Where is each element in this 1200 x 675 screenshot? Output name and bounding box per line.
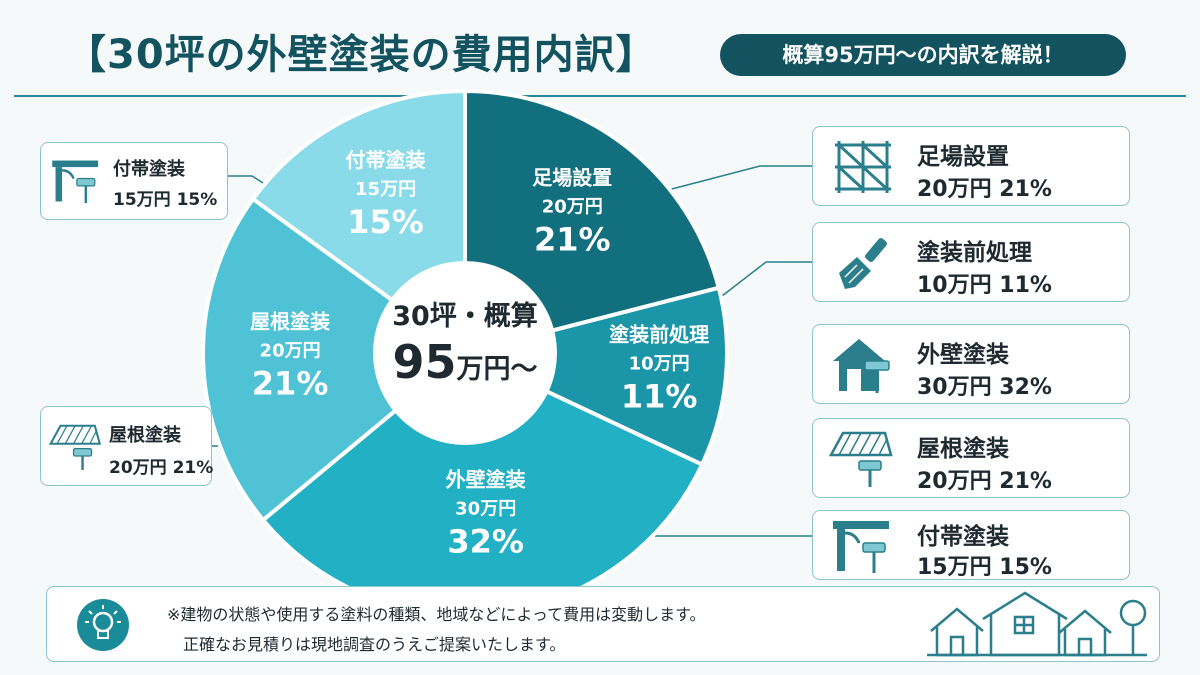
brush-icon	[839, 238, 887, 289]
card-prep: 塗装前処理 10万円 11%	[812, 222, 1130, 302]
slice-0-name-label: 足場設置	[532, 166, 612, 190]
slice-1-percent-label: 11%	[621, 377, 698, 415]
slice-0-amount-label: 20万円	[542, 197, 603, 218]
note-line-1: ※建物の状態や使用する塗料の種類、地域などによって費用は変動します。	[167, 605, 706, 624]
card-prep-name: 塗装前処理	[917, 240, 1032, 266]
card-futai-value: 15万円 15%	[917, 555, 1052, 580]
card-prep-value: 10万円 11%	[917, 273, 1052, 298]
pie-center-hole	[373, 261, 557, 445]
lightbulb-icon	[77, 599, 129, 651]
card-futai: 付帯塗装 15万円 15%	[812, 510, 1130, 580]
card-left-futai-name: 付帯塗装	[113, 159, 185, 180]
center-amount: 95万円～	[392, 335, 537, 389]
slice-1-amount-label: 10万円	[629, 353, 690, 374]
roof-roller-icon	[829, 431, 893, 487]
slice-2-percent-label: 32%	[447, 523, 524, 561]
slice-2-amount-label: 30万円	[455, 499, 516, 520]
slice-3-percent-label: 21%	[252, 364, 329, 402]
center-label: 30坪・概算	[392, 300, 538, 332]
card-roof-value: 20万円 21%	[917, 469, 1052, 494]
gutter-roller-icon	[52, 160, 99, 204]
slice-0-percent-label: 21%	[534, 221, 611, 259]
card-scaffold-name: 足場設置	[917, 144, 1009, 170]
page-title: 【30坪の外壁塗装の費用内訳】	[66, 32, 657, 78]
card-scaffold-value: 20万円 21%	[917, 177, 1052, 202]
slice-1-name-label: 塗装前処理	[609, 322, 709, 346]
scaffold-icon	[835, 141, 891, 193]
card-left-roof-value: 20万円 21%	[109, 458, 214, 478]
slice-2-name-label: 外壁塗装	[446, 468, 526, 492]
gutter-roller-icon	[833, 521, 889, 573]
slice-3-amount-label: 20万円	[260, 340, 321, 361]
card-exterior: 外壁塗装 30万円 32%	[812, 324, 1130, 404]
card-left-futai-value: 15万円 15%	[113, 190, 218, 210]
card-futai-name: 付帯塗装	[917, 524, 1009, 550]
card-roof-name: 屋根塗装	[917, 436, 1009, 462]
subtitle-badge: 概算95万円～の内訳を解説！	[720, 34, 1126, 76]
leader-line-scaffold	[667, 165, 812, 191]
pie-slice-1	[459, 285, 729, 468]
slice-3-name-label: 屋根塗装	[250, 309, 330, 333]
header: 【30坪の外壁塗装の費用内訳】 概算95万円～の内訳を解説！	[0, 0, 1200, 97]
slice-4-percent-label: 15%	[347, 203, 424, 241]
card-exterior-value: 30万円 32%	[917, 375, 1052, 400]
card-left-roof: 屋根塗装 20万円 21%	[40, 406, 214, 486]
leader-line-prep	[721, 261, 812, 297]
center-amount-unit: 万円～	[457, 354, 538, 385]
houses-tree-icon	[927, 591, 1147, 657]
slice-4-name-label: 付帯塗装	[346, 148, 426, 172]
pie-slice-3	[201, 196, 469, 523]
card-exterior-name: 外壁塗装	[917, 342, 1009, 368]
center-amount-number: 95	[392, 335, 456, 389]
wall-roller-icon	[833, 339, 890, 393]
slice-4-amount-label: 15万円	[355, 179, 416, 200]
roof-roller-icon	[49, 424, 102, 470]
disclaimer-note: ※建物の状態や使用する塗料の種類、地域などによって費用は変動します。 正確なお見…	[46, 586, 1160, 662]
card-roof: 屋根塗装 20万円 21%	[812, 418, 1130, 498]
card-left-roof-name: 屋根塗装	[109, 425, 181, 446]
card-scaffold: 足場設置 20万円 21%	[812, 126, 1130, 206]
header-divider	[14, 95, 1186, 97]
note-line-2: 正確なお見積りは現地調査のうえご提案いたします。	[183, 635, 566, 654]
card-left-futai: 付帯塗装 15万円 15%	[40, 142, 228, 220]
